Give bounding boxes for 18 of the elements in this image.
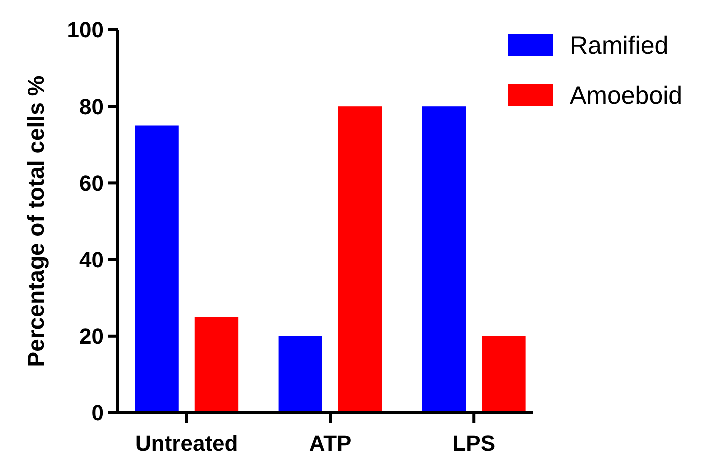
legend-label: Amoeboid [570,82,683,110]
x-tick-label: LPS [452,431,496,456]
y-tick-label: 20 [80,324,104,350]
legend-label: Ramified [570,32,669,60]
bar [135,126,179,413]
bar [482,336,526,413]
bar [194,317,239,413]
y-tick-label: 100 [67,18,104,43]
x-tick-label: ATP [309,431,352,456]
y-axis-title: Percentage of total cells % [23,76,49,368]
y-tick-label: 0 [92,400,104,426]
y-tick-label: 40 [80,248,104,272]
bar [278,336,322,413]
y-tick-label: 80 [80,94,104,120]
bar [338,106,382,413]
y-tick-label: 60 [80,170,104,196]
x-tick-label: Untreated [136,431,238,456]
bar [422,106,466,413]
